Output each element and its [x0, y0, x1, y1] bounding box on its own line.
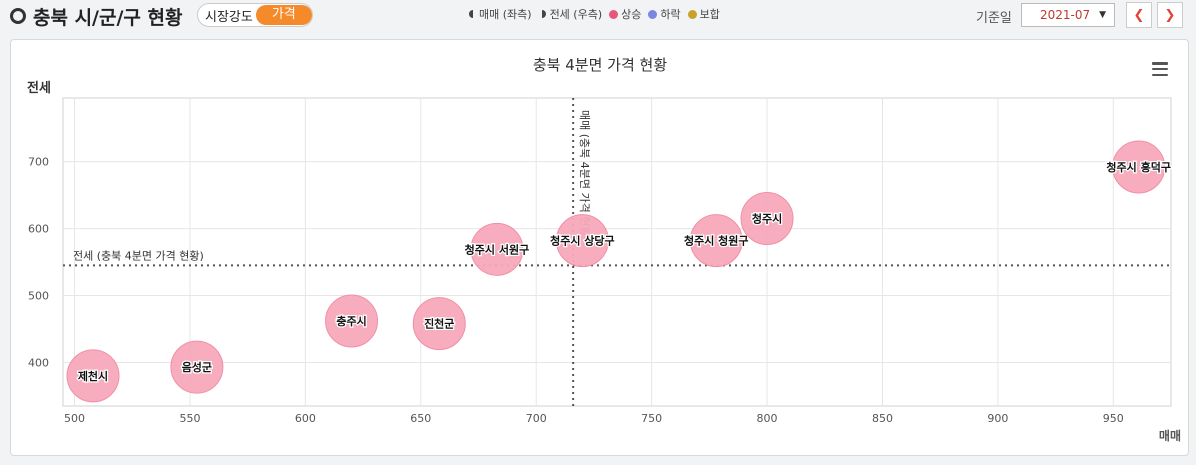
bubble-label: 진천군	[424, 317, 454, 331]
x-tick-label: 600	[295, 412, 316, 425]
x-tick-label: 500	[64, 412, 85, 425]
x-tick-label: 950	[1103, 412, 1124, 425]
y-tick-label: 700	[28, 156, 49, 169]
bubble-label: 음성군	[182, 360, 212, 374]
x-tick-label: 550	[179, 412, 200, 425]
y-tick-label: 400	[28, 356, 49, 369]
bubble-label: 청주시 상당구	[550, 234, 615, 248]
bubble-label: 청주시 청원구	[684, 234, 749, 248]
x-tick-label: 850	[872, 412, 893, 425]
bubble-label: 청주시 서원구	[465, 242, 530, 256]
x-tick-label: 750	[641, 412, 662, 425]
x-tick-label: 900	[987, 412, 1008, 425]
bubble-label: 청주시	[752, 212, 782, 226]
bubble-label: 제천시	[78, 369, 108, 383]
reference-label-jeonse: 전세 (충북 4분면 가격 현황)	[73, 249, 204, 262]
bubble-label: 청주시 흥덕구	[1106, 160, 1171, 174]
x-tick-label: 800	[757, 412, 778, 425]
x-tick-label: 650	[410, 412, 431, 425]
y-axis-label: 전세	[27, 80, 51, 96]
y-tick-label: 500	[28, 290, 49, 303]
bubble-label: 충주시	[336, 314, 366, 328]
plot-area	[63, 98, 1171, 406]
x-tick-label: 700	[526, 412, 547, 425]
y-tick-label: 600	[28, 223, 49, 236]
x-axis-label: 매매	[1159, 428, 1181, 443]
chart-title: 충북 4분면 가격 현황	[533, 56, 667, 74]
